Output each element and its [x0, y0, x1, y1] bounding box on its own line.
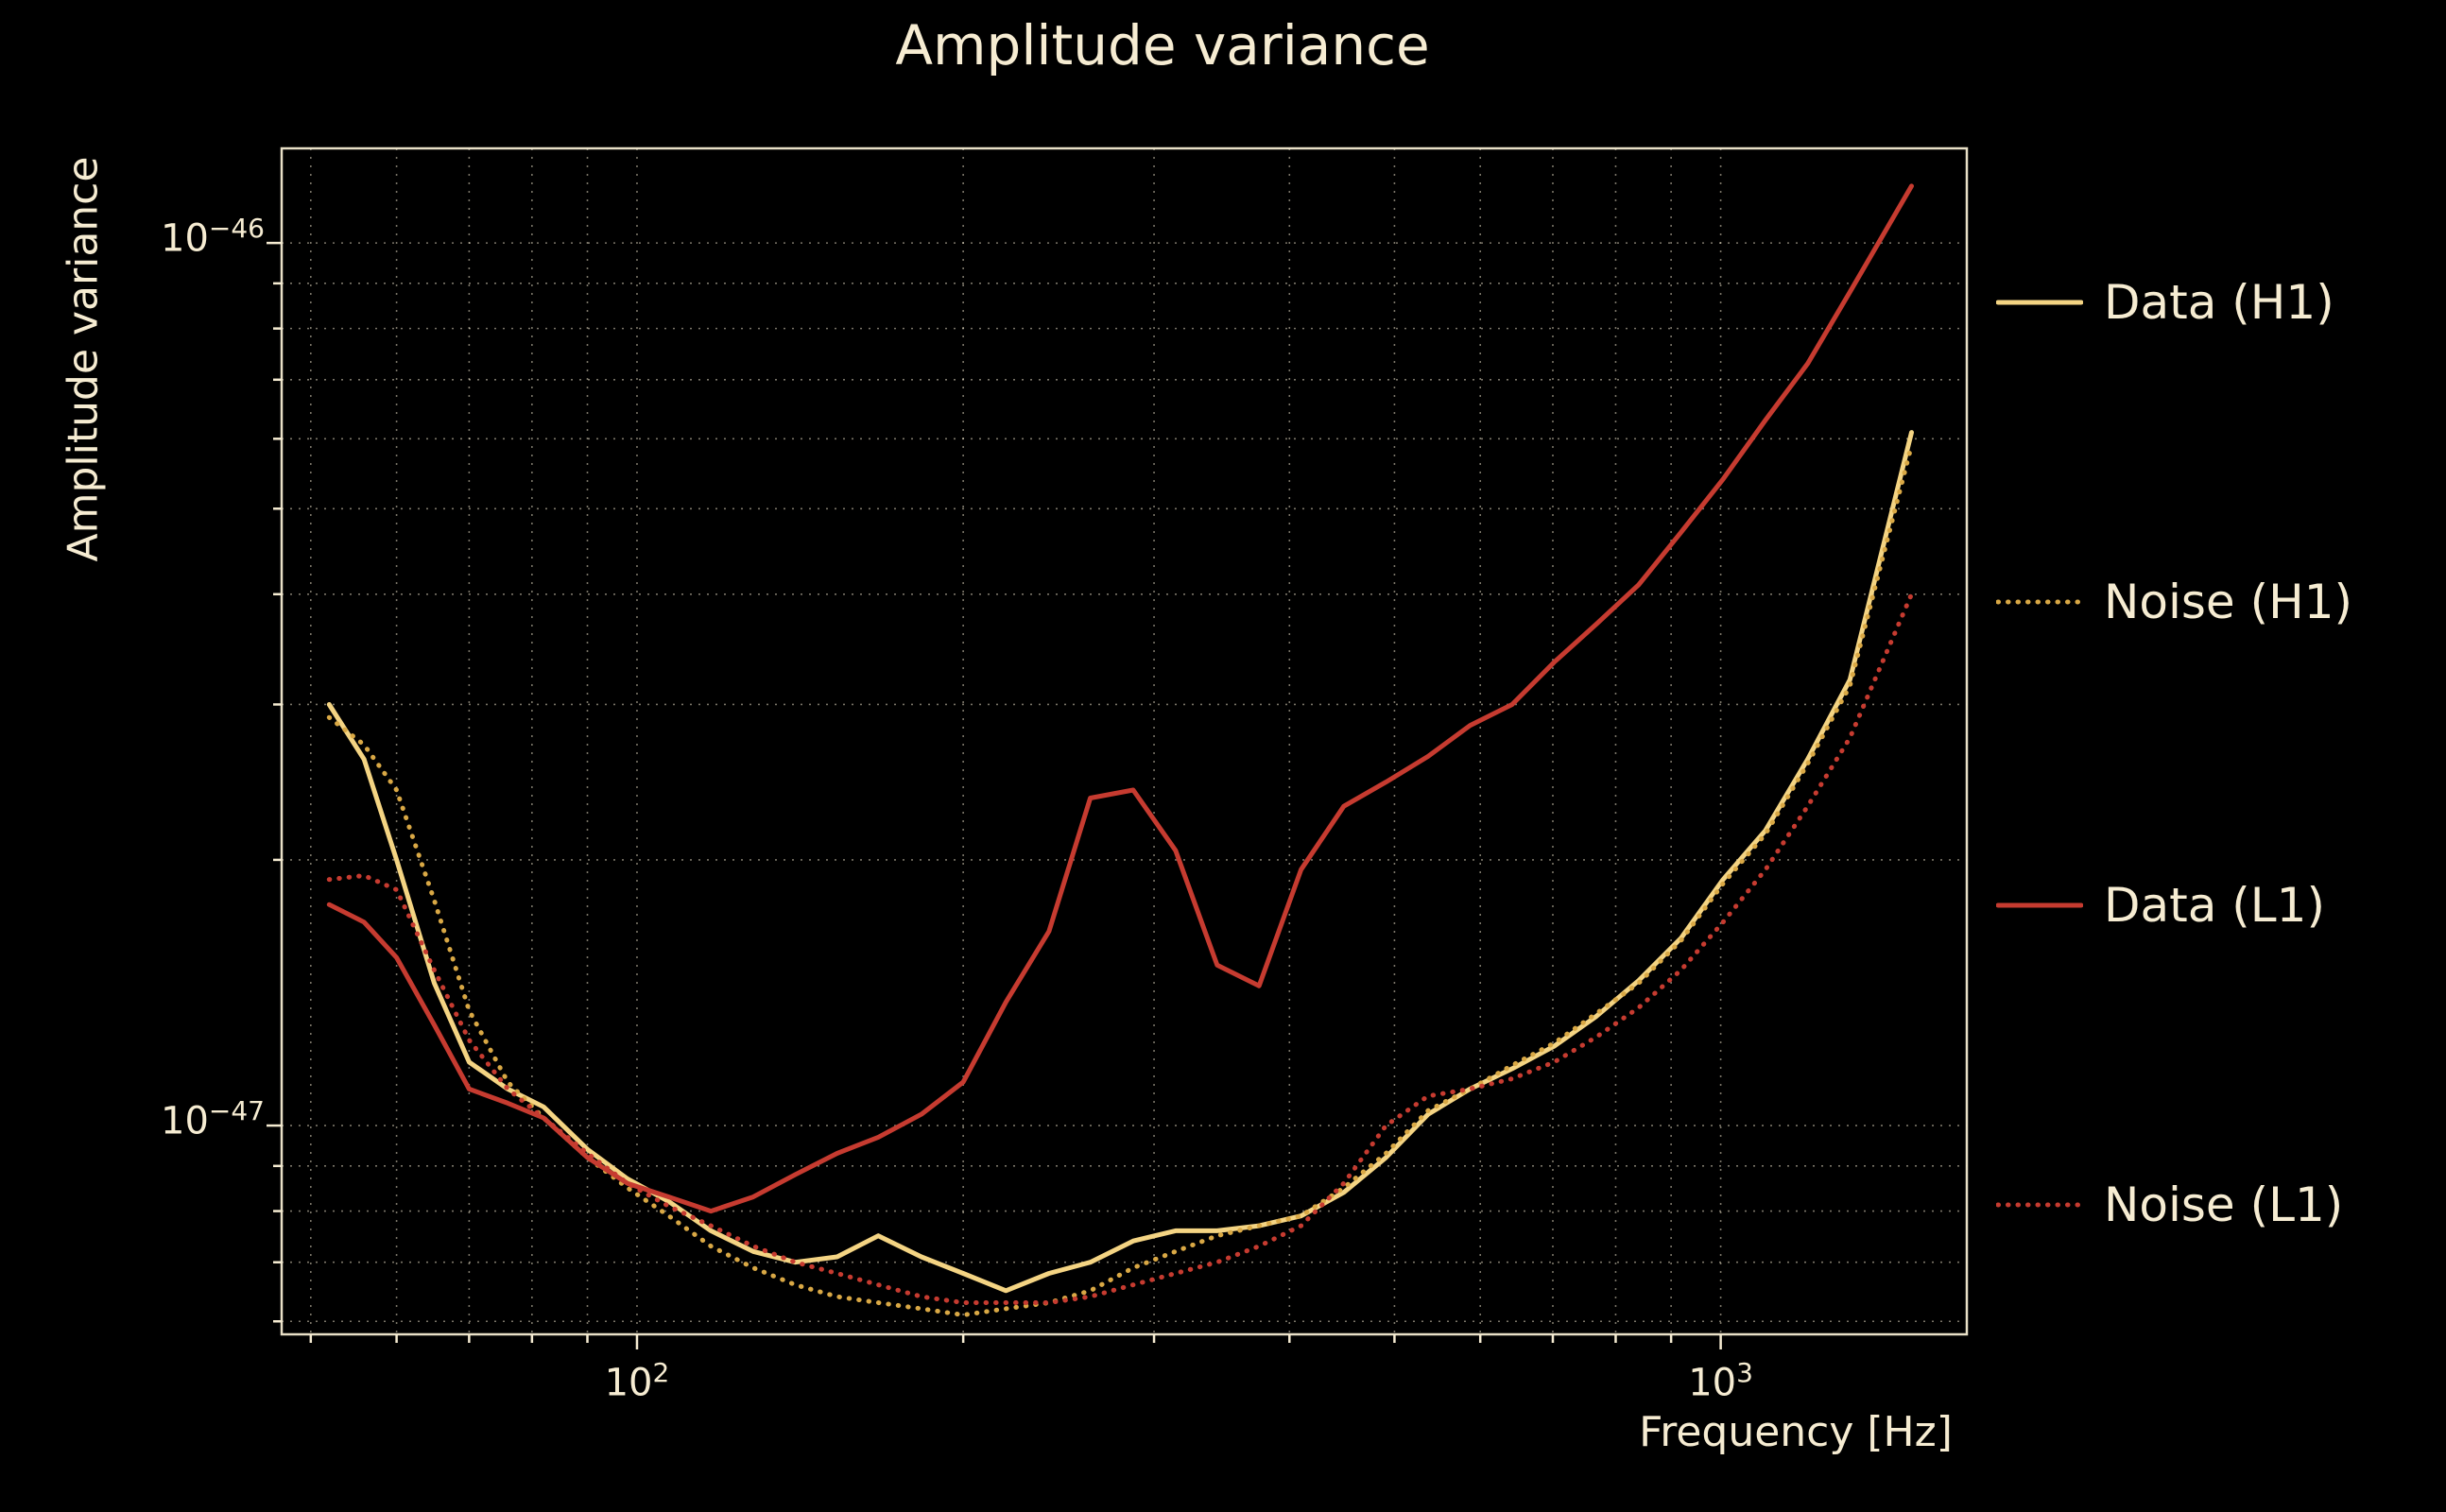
legend-label: Noise (L1) [2104, 1177, 2344, 1232]
series-line-noise-h1 [326, 442, 1914, 1317]
legend-line-sample [1996, 1202, 2083, 1208]
series-line-data-h1 [326, 430, 1914, 1294]
plot-frame [280, 146, 1969, 1336]
legend-line-sample [1996, 599, 2083, 605]
chart-title: Amplitude variance [895, 13, 1430, 77]
legend-item-noise-h1: Noise (H1) [1996, 569, 2352, 635]
legend-label: Data (L1) [2104, 878, 2325, 933]
legend-item-data-h1: Data (H1) [1996, 269, 2334, 335]
x-tick-label: 102 [604, 1357, 670, 1405]
legend-item-noise-l1: Noise (L1) [1996, 1172, 2343, 1238]
series-line-data-l1 [326, 183, 1914, 1214]
y-tick-label: 10−47 [161, 1095, 265, 1143]
series-line-noise-l1 [326, 592, 1914, 1305]
x-tick-label: 103 [1688, 1357, 1753, 1405]
legend-label: Data (H1) [2104, 275, 2334, 330]
legend-line-sample [1996, 300, 2083, 305]
legend-line-sample [1996, 902, 2083, 908]
x-axis-label: Frequency [Hz] [1639, 1408, 1953, 1456]
y-tick-label: 10−46 [161, 213, 265, 261]
legend-label: Noise (H1) [2104, 575, 2353, 629]
legend-item-data-l1: Data (L1) [1996, 872, 2325, 938]
